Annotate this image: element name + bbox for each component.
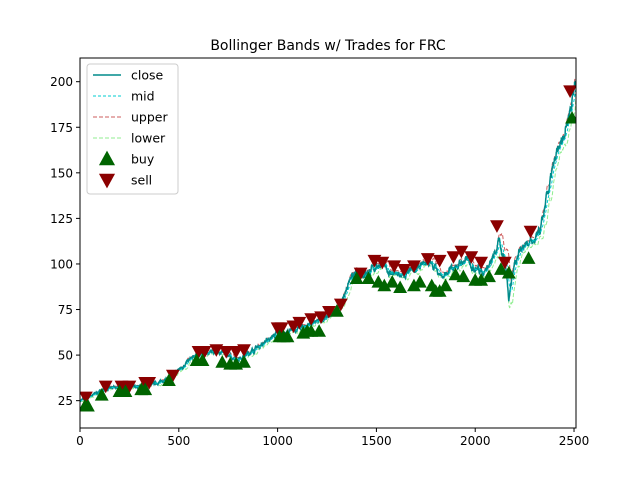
legend-label-mid: mid xyxy=(131,89,155,104)
sell-marker xyxy=(497,256,512,270)
buy-marker xyxy=(501,265,516,279)
x-tick-label: 1500 xyxy=(361,434,392,448)
buy-marker xyxy=(385,274,400,288)
buy-marker xyxy=(280,329,295,343)
y-tick-label: 25 xyxy=(58,394,73,408)
buy-marker xyxy=(377,278,392,292)
sell-marker xyxy=(446,251,461,264)
buy-marker xyxy=(215,355,230,368)
plot-area xyxy=(80,77,576,412)
legend: close mid upper lower buy sell xyxy=(86,63,179,195)
buy-marker xyxy=(438,278,453,292)
y-tick-label: 175 xyxy=(50,121,73,135)
buy-marker xyxy=(195,353,210,366)
buy-marker xyxy=(474,273,489,286)
buy-marker xyxy=(361,271,376,284)
legend-label-upper: upper xyxy=(131,110,168,125)
upper-line xyxy=(80,77,576,402)
sell-marker xyxy=(420,253,435,266)
x-tick-label: 2500 xyxy=(559,434,590,448)
buy-marker xyxy=(448,267,463,281)
sell-marker xyxy=(219,346,234,359)
series-group xyxy=(80,77,576,412)
legend-swatch-buy xyxy=(98,150,116,166)
lower-line xyxy=(80,99,576,403)
sell-marker xyxy=(165,369,180,383)
sell-marker xyxy=(397,264,411,277)
sell-marker xyxy=(292,316,307,330)
sell-marker xyxy=(523,225,538,239)
sell-marker xyxy=(322,305,336,319)
sell-marker xyxy=(314,311,328,325)
buy-marker xyxy=(329,304,344,317)
sell-marker xyxy=(209,344,224,357)
axis-ticks: 0 500 1000 1500 2000 2500 25 50 75 100 125 150 175 20… xyxy=(50,75,589,448)
y-tick-label: 150 xyxy=(50,166,73,180)
sell-marker xyxy=(432,254,447,268)
buy-marker xyxy=(118,384,133,397)
buy-marker xyxy=(482,269,496,283)
buy-marker xyxy=(521,251,536,264)
buy-marker xyxy=(138,382,153,396)
buy-marker xyxy=(407,278,421,292)
sell-marker xyxy=(407,260,421,273)
buy-marker xyxy=(349,271,364,284)
sell-marker xyxy=(353,267,368,281)
sell-marker xyxy=(464,251,479,264)
y-tick-label: 100 xyxy=(50,257,73,271)
x-tick-label: 500 xyxy=(167,434,190,448)
sell-marker xyxy=(474,256,489,270)
sell-marker xyxy=(229,346,244,359)
axes-frame xyxy=(79,57,577,429)
sell-marker xyxy=(122,380,137,394)
y-tick-label: 75 xyxy=(58,303,73,317)
sell-marker xyxy=(454,245,469,259)
sell-marker xyxy=(98,380,113,394)
buy-marker xyxy=(456,269,471,283)
x-tick-label: 0 xyxy=(76,434,84,448)
sell-marker xyxy=(237,344,251,357)
sell-marker xyxy=(490,220,504,233)
buy-marker xyxy=(237,355,251,368)
y-tick-label: 125 xyxy=(50,212,73,226)
sell-marker xyxy=(375,256,390,270)
buy-marker xyxy=(94,387,109,401)
legend-label-sell: sell xyxy=(131,173,152,188)
legend-label-close: close xyxy=(131,68,164,83)
buy-marker xyxy=(393,280,408,294)
legend-label-buy: buy xyxy=(131,152,155,167)
sell-marker xyxy=(80,391,93,405)
buy-marker xyxy=(565,110,576,124)
sell-marker xyxy=(333,298,348,312)
sell-marker xyxy=(304,313,319,326)
sell-marker xyxy=(387,260,402,273)
buy-marker xyxy=(81,398,95,412)
x-tick-label: 1000 xyxy=(262,434,293,448)
buy-marker xyxy=(312,324,327,337)
legend-label-lower: lower xyxy=(131,131,166,146)
buy-marker xyxy=(162,373,176,387)
buy-marker xyxy=(494,262,508,275)
y-tick-label: 50 xyxy=(58,349,73,363)
sell-marker xyxy=(142,377,157,390)
sell-marker xyxy=(274,322,289,335)
legend-swatch-sell xyxy=(98,173,116,189)
x-tick-label: 2000 xyxy=(460,434,491,448)
y-tick-label: 200 xyxy=(50,75,73,89)
chart-title: Bollinger Bands w/ Trades for FRC xyxy=(210,38,446,54)
buy-marker xyxy=(412,274,427,288)
sell-marker xyxy=(197,346,212,359)
sell-marker xyxy=(563,85,576,99)
